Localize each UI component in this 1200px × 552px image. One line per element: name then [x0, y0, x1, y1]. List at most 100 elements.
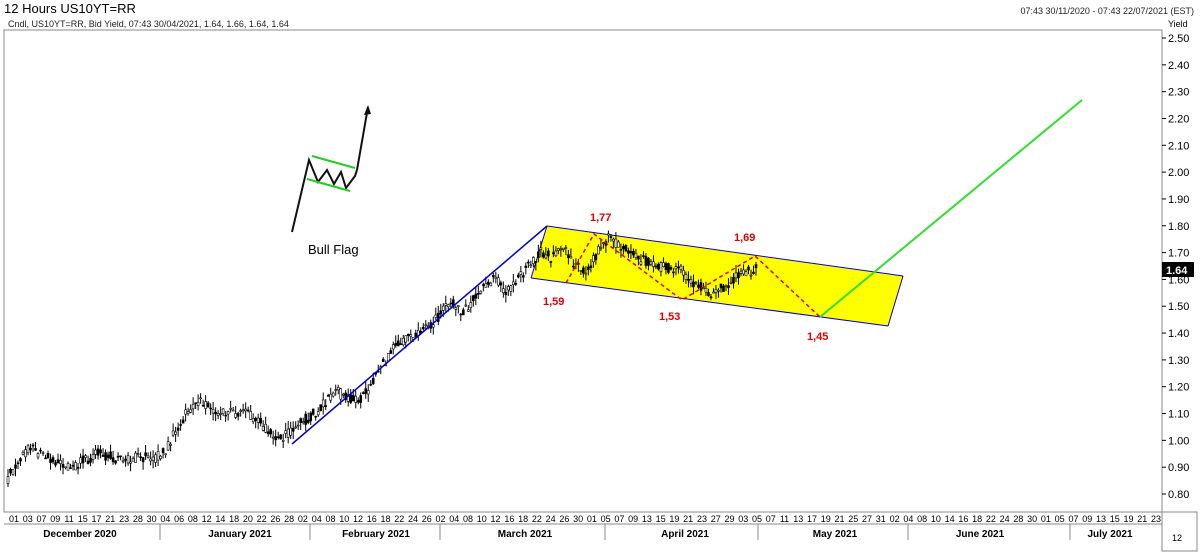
- y-tick-label: 0.90: [1168, 462, 1189, 474]
- candle-body: [101, 454, 105, 457]
- candle-body: [296, 424, 300, 427]
- x-tick-label: 08: [917, 514, 927, 524]
- candle-body: [184, 409, 187, 415]
- candle-body: [359, 395, 363, 403]
- x-tick-label: 21: [105, 514, 115, 524]
- candle-body: [607, 233, 610, 236]
- x-tick-label: 24: [1000, 514, 1010, 524]
- y-tick-label: 1.70: [1168, 248, 1189, 260]
- x-tick-label: 16: [958, 514, 968, 524]
- candle-body: [81, 455, 85, 464]
- x-tick-label: 15: [1110, 514, 1120, 524]
- x-tick-label: 06: [174, 514, 184, 524]
- candle-body: [176, 427, 180, 431]
- candle-body: [36, 453, 40, 458]
- x-tick-label: 30: [147, 514, 157, 524]
- candle-body: [467, 309, 470, 312]
- candle-body: [752, 271, 755, 274]
- candle-body: [482, 284, 485, 286]
- candle-body: [234, 413, 237, 418]
- candle-body: [111, 457, 115, 463]
- candle-body: [331, 392, 335, 397]
- candle-body: [261, 426, 265, 431]
- candle-body: [497, 277, 500, 286]
- x-month-label: December 2020: [43, 529, 117, 540]
- candle-body: [64, 466, 67, 469]
- candle-body: [69, 467, 72, 469]
- candle-body: [206, 402, 210, 408]
- candle-body: [749, 274, 753, 277]
- candle-body: [421, 326, 425, 330]
- candle-body: [582, 267, 585, 274]
- candle-body: [517, 274, 520, 278]
- x-tick-label: 22: [986, 514, 996, 524]
- candle-body: [572, 265, 575, 268]
- candle-body: [689, 279, 693, 284]
- candle-body: [401, 337, 405, 346]
- candle-body: [489, 282, 493, 287]
- y-tick-label: 2.30: [1168, 87, 1189, 99]
- candle-body: [166, 441, 170, 451]
- candle-body: [159, 455, 162, 459]
- candle-body: [266, 431, 270, 434]
- candle-body: [251, 418, 255, 422]
- candle-body: [462, 309, 465, 316]
- x-tick-label: 23: [119, 514, 129, 524]
- candle-body: [542, 252, 545, 258]
- x-tick-label: 03: [738, 514, 748, 524]
- candle-body: [487, 281, 490, 285]
- candle-body: [289, 427, 292, 436]
- candle-body: [737, 272, 740, 279]
- candle-body: [694, 282, 698, 284]
- candle-body: [354, 395, 358, 403]
- candle-body: [559, 248, 563, 251]
- candle-body: [201, 404, 205, 407]
- candle-body: [649, 261, 653, 265]
- candle-body: [84, 455, 87, 458]
- candle-body: [164, 453, 167, 456]
- x-tick-label: 12: [353, 514, 363, 524]
- candle-body: [699, 282, 703, 291]
- candle-body: [747, 266, 750, 271]
- candle-body: [76, 466, 80, 469]
- candle-body: [229, 407, 232, 410]
- x-tick-label: 14: [945, 514, 955, 524]
- candle-body: [224, 414, 227, 417]
- candle-body: [537, 251, 540, 258]
- candle-body: [547, 250, 550, 257]
- candle-body: [346, 394, 350, 402]
- x-tick-label: 04: [903, 514, 913, 524]
- candle-body: [454, 307, 458, 310]
- candle-body: [219, 413, 222, 415]
- x-tick-label: 18: [229, 514, 239, 524]
- x-tick-label: 18: [380, 514, 390, 524]
- candle-body: [519, 271, 523, 275]
- candle-body: [544, 254, 548, 259]
- candle-body: [562, 247, 565, 250]
- candle-body: [622, 245, 625, 250]
- candle-body: [727, 285, 730, 289]
- x-tick-label: 10: [931, 514, 941, 524]
- candle-body: [451, 299, 455, 308]
- candle-body: [449, 302, 453, 305]
- candle-body: [174, 431, 177, 435]
- x-tick-label: 11: [780, 514, 789, 524]
- candle-body: [527, 261, 530, 264]
- x-tick-label: 19: [1123, 514, 1133, 524]
- candle-body: [39, 449, 42, 452]
- candle-body: [199, 397, 202, 400]
- candle-body: [136, 453, 140, 455]
- annotations: 1,77 1,69 1,59 1,53 1,45: [543, 212, 828, 343]
- candle-body: [614, 238, 618, 248]
- x-tick-label: 01: [587, 514, 597, 524]
- candle-body: [151, 456, 155, 461]
- x-tick-label: 18: [518, 514, 528, 524]
- candle-body: [269, 429, 272, 435]
- candle-body: [567, 254, 570, 258]
- candle-body: [321, 399, 325, 408]
- candle-body: [684, 274, 688, 280]
- candle-body: [51, 457, 55, 463]
- candle-body: [109, 451, 112, 459]
- candle-body: [126, 455, 130, 464]
